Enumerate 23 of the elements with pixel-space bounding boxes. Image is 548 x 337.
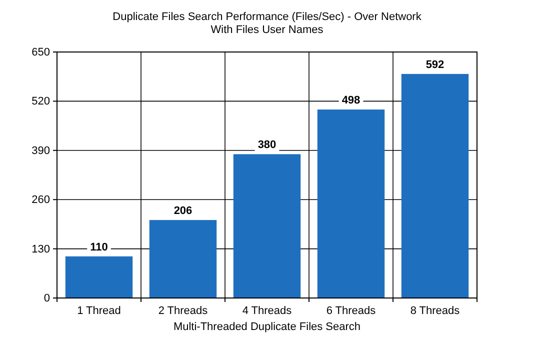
data-label: 498 <box>342 94 360 107</box>
data-label: 110 <box>90 241 108 254</box>
y-tick-label: 130 <box>32 243 50 256</box>
chart-title: Duplicate Files Search Performance (Files/Sec) - Over Network With Files User Names <box>112 11 422 36</box>
data-label: 206 <box>174 205 192 218</box>
x-tick-label: 2 Threads <box>158 305 208 317</box>
bar <box>65 256 133 298</box>
y-tick-label: 0 <box>44 292 50 305</box>
x-tick-label: 1 Thread <box>77 305 121 317</box>
data-label: 380 <box>258 139 276 152</box>
x-tick-label: 8 Threads <box>410 305 460 317</box>
y-tick-label: 390 <box>32 144 50 157</box>
data-label: 592 <box>426 58 444 71</box>
x-tick-label: 6 Threads <box>326 305 376 317</box>
x-tick-label: 4 Threads <box>242 305 292 317</box>
bar <box>401 74 469 298</box>
bar <box>149 220 217 298</box>
bar <box>233 154 301 298</box>
bar <box>317 110 385 298</box>
y-tick-label: 650 <box>32 46 50 59</box>
y-tick-label: 520 <box>32 96 50 108</box>
x-axis-title: Multi-Threaded Duplicate Files Search <box>173 321 361 333</box>
y-tick-label: 260 <box>32 194 50 206</box>
